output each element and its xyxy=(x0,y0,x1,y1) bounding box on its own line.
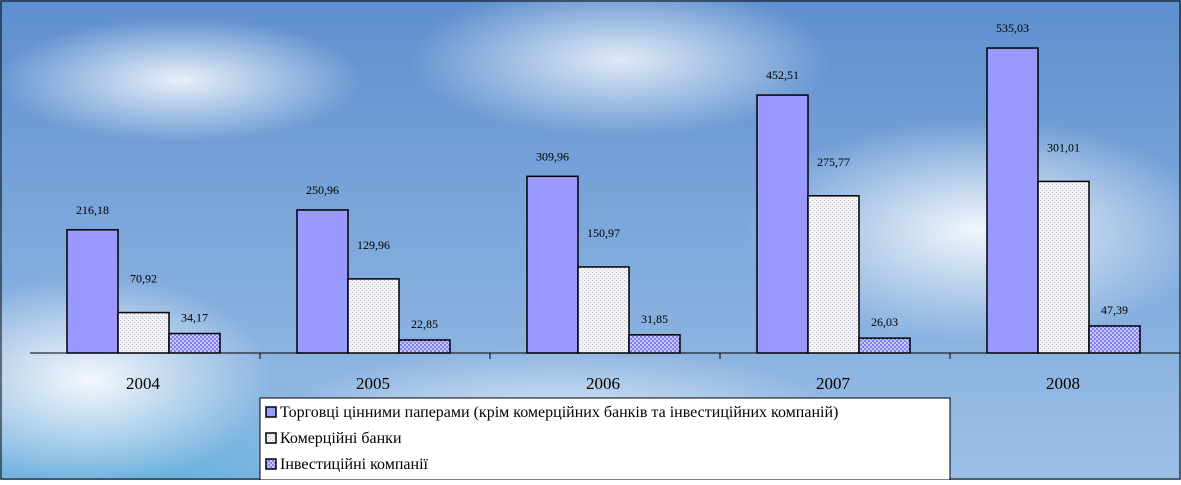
legend-swatch xyxy=(266,433,276,443)
x-tick-label: 2007 xyxy=(816,374,851,393)
bar xyxy=(1089,326,1140,353)
legend-label: Торговці цінними паперами (крім комерцій… xyxy=(280,404,838,421)
value-label: 309,96 xyxy=(536,149,569,163)
bar xyxy=(67,230,118,353)
bar xyxy=(348,279,399,353)
page: 2004 216,18 70,92 34,17 2005 250,96 129,96 22,8… xyxy=(0,0,1181,480)
bar xyxy=(527,176,578,353)
bar xyxy=(1038,181,1089,353)
value-label: 47,39 xyxy=(1101,303,1128,317)
x-tick-label: 2004 xyxy=(126,374,161,393)
x-tick-label: 2006 xyxy=(586,374,620,393)
value-label: 150,97 xyxy=(587,226,620,240)
value-label: 452,51 xyxy=(766,68,799,82)
value-label: 26,03 xyxy=(871,315,898,329)
legend-swatch xyxy=(266,407,276,417)
bar xyxy=(757,95,808,353)
bar xyxy=(629,335,680,353)
value-label: 129,96 xyxy=(357,238,390,252)
value-label: 31,85 xyxy=(641,312,668,326)
bar xyxy=(859,338,910,353)
bar xyxy=(987,48,1038,353)
value-label: 34,17 xyxy=(181,311,208,325)
chart: 2004 216,18 70,92 34,17 2005 250,96 129,96 22,8… xyxy=(0,0,1181,480)
value-label: 535,03 xyxy=(996,21,1029,35)
x-tick-label: 2005 xyxy=(356,374,390,393)
value-label: 301,01 xyxy=(1047,140,1080,154)
bar xyxy=(808,196,859,353)
legend-label: Інвестиційні компанії xyxy=(280,456,429,473)
bar xyxy=(578,267,629,353)
bar xyxy=(399,340,450,353)
value-label: 275,77 xyxy=(817,155,850,169)
x-tick-label: 2008 xyxy=(1046,374,1080,393)
legend-swatch xyxy=(266,459,276,469)
bar xyxy=(297,210,348,353)
value-label: 216,18 xyxy=(76,203,109,217)
value-label: 70,92 xyxy=(130,272,157,286)
legend-label: Комерційні банки xyxy=(280,430,402,447)
bar xyxy=(118,313,169,353)
value-label: 22,85 xyxy=(411,317,438,331)
bar xyxy=(169,334,220,353)
value-label: 250,96 xyxy=(306,183,339,197)
